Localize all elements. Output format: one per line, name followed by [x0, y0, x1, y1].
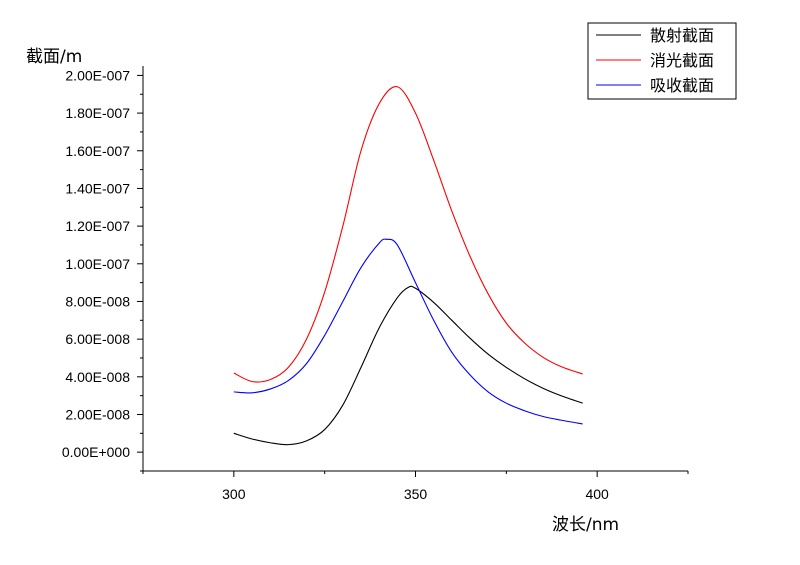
legend-label: 散射截面: [650, 26, 714, 45]
legend-box: [587, 22, 737, 100]
y-tick-label: 1.20E-007: [65, 218, 130, 234]
y-tick-label: 8.00E-008: [65, 293, 130, 309]
series-line-1: [233, 86, 583, 383]
y-tick-label: 4.00E-008: [65, 369, 130, 385]
y-tick-label: 1.60E-007: [65, 143, 130, 159]
series-line-2: [233, 238, 583, 425]
x-tick-label: 350: [404, 486, 428, 502]
y-tick-label: 0.00E+000: [62, 444, 130, 460]
x-axis-title: 波长/nm: [552, 515, 619, 535]
y-axis-title: 截面/m: [26, 47, 82, 67]
y-tick-label: 6.00E-008: [65, 331, 130, 347]
y-tick-label: 1.00E-007: [65, 256, 130, 272]
x-tick-label: 400: [585, 486, 609, 502]
legend-label: 吸收截面: [650, 76, 714, 95]
y-tick-label: 1.40E-007: [65, 180, 130, 196]
y-tick-label: 1.80E-007: [65, 105, 130, 121]
series-line-0: [233, 285, 583, 446]
plot-area: [233, 86, 583, 446]
legend-label: 消光截面: [650, 51, 714, 70]
y-tick-label: 2.00E-008: [65, 406, 130, 422]
x-tick-label: 300: [222, 486, 246, 502]
y-tick-label: 2.00E-007: [65, 67, 130, 83]
axes: 0.00E+000 2.00E-008 4.00E-008 6.00E-008 8.00…: [62, 66, 689, 502]
